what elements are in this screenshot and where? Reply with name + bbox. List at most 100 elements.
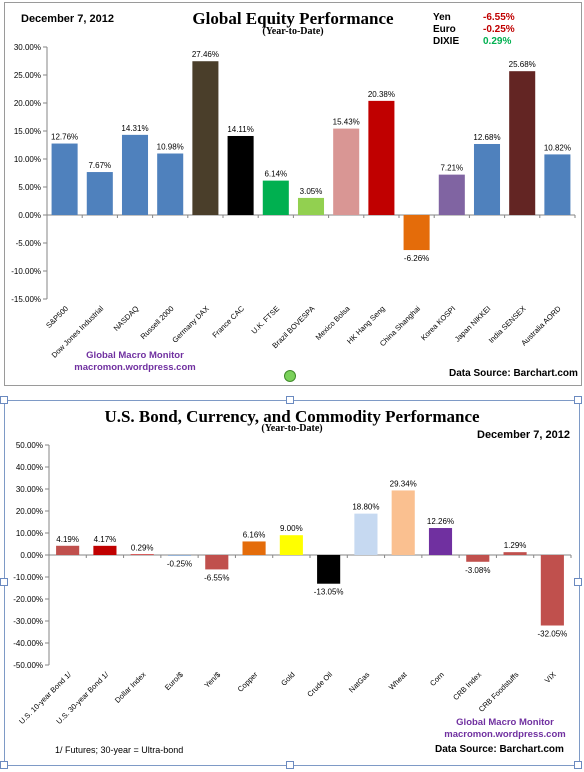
y-tick-label: 10.00% xyxy=(14,155,41,164)
data-label: 10.98% xyxy=(157,143,184,152)
category-label: VIX xyxy=(543,670,558,685)
data-label: 6.16% xyxy=(243,530,266,539)
resize-handle-bottom[interactable] xyxy=(286,761,294,769)
data-label: 20.38% xyxy=(368,90,395,99)
category-label: Korea KOSPI xyxy=(419,304,457,342)
category-label: Corn xyxy=(428,670,446,688)
bar xyxy=(368,100,395,215)
bar xyxy=(503,552,527,555)
rotate-handle[interactable] xyxy=(284,370,296,382)
data-label: 15.43% xyxy=(333,118,360,127)
bar xyxy=(262,180,289,215)
data-label: 29.34% xyxy=(390,479,417,488)
bar xyxy=(130,554,154,555)
chart2-date: December 7, 2012 xyxy=(477,429,570,441)
data-label: 3.05% xyxy=(300,187,323,196)
y-tick-label: -10.00% xyxy=(11,267,41,276)
category-label: Mexico Bolsa xyxy=(314,303,352,341)
y-tick-label: 20.00% xyxy=(16,507,43,516)
resize-handle-top[interactable] xyxy=(286,396,294,404)
chart2-title: U.S. Bond, Currency, and Commodity Perfo… xyxy=(104,407,480,426)
y-tick-label: 30.00% xyxy=(16,485,43,494)
global-equity-panel: Global Equity Performance (Year-to-Date)… xyxy=(4,2,582,386)
category-label: CRB Index xyxy=(451,670,483,702)
data-label: 12.68% xyxy=(473,133,500,142)
data-label: 7.21% xyxy=(440,164,463,173)
bar xyxy=(192,61,219,215)
data-label: 6.14% xyxy=(264,170,287,179)
category-label: S&P500 xyxy=(44,304,70,330)
chart1-date: December 7, 2012 xyxy=(21,13,114,25)
chart1-credit: Global Macro Monitor macromon.wordpress.… xyxy=(65,350,205,374)
chart1-source: Data Source: Barchart.com xyxy=(449,368,578,379)
resize-handle-bottom-left[interactable] xyxy=(0,761,8,769)
currency-value: -0.25% xyxy=(483,24,515,35)
currency-name: Euro xyxy=(433,24,456,35)
category-label: Euro/$ xyxy=(163,669,186,692)
data-label: 18.80% xyxy=(352,503,379,512)
chart1-title: Global Equity Performance xyxy=(192,9,394,28)
category-label: Wheat xyxy=(387,669,409,691)
bond-commodity-panel[interactable]: U.S. Bond, Currency, and Commodity Perfo… xyxy=(4,400,580,766)
data-label: 14.31% xyxy=(121,124,148,133)
y-tick-label: 50.00% xyxy=(16,441,43,450)
chart2-footnote: 1/ Futures; 30-year = Ultra-bond xyxy=(55,745,184,755)
bar xyxy=(56,545,80,555)
bar xyxy=(438,174,465,215)
y-tick-label: 40.00% xyxy=(16,463,43,472)
data-label: 14.11% xyxy=(227,125,254,134)
y-tick-label: -15.00% xyxy=(11,295,41,304)
category-label: CRB Foodstuffs xyxy=(477,670,521,714)
y-tick-label: 5.00% xyxy=(18,183,41,192)
credit-line-1: Global Macro Monitor xyxy=(456,717,554,728)
bond-commodity-bar-chart: 50.00% 40.00% 30.00% 20.00% 10.00% 0.00% -10.0… xyxy=(13,441,572,726)
data-label: 9.00% xyxy=(280,524,303,533)
bar xyxy=(242,541,266,555)
credit-line-2: macromon.wordpress.com xyxy=(444,729,566,740)
chart1-subtitle: (Year-to-Date) xyxy=(262,26,324,37)
currency-row-yen: Yen -6.55% xyxy=(433,12,515,23)
resize-handle-top-left[interactable] xyxy=(0,396,8,404)
chart2-source: Data Source: Barchart.com xyxy=(435,744,564,755)
bar xyxy=(51,143,78,215)
currency-value: 0.29% xyxy=(483,36,512,47)
bar xyxy=(86,172,113,215)
credit-line-2: macromon.wordpress.com xyxy=(74,362,196,373)
category-label: Gold xyxy=(279,670,297,688)
resize-handle-right[interactable] xyxy=(574,578,582,586)
currency-name: DIXIE xyxy=(433,36,460,47)
bar xyxy=(205,555,229,570)
bar xyxy=(93,545,117,555)
category-label: Crude Oil xyxy=(305,670,334,699)
bar xyxy=(121,134,149,215)
currency-row-euro: Euro -0.25% xyxy=(433,24,515,35)
data-label: 25.68% xyxy=(509,60,536,69)
resize-handle-top-right[interactable] xyxy=(574,396,582,404)
currency-name: Yen xyxy=(433,12,451,23)
currency-value: -6.55% xyxy=(483,12,515,23)
resize-handle-left[interactable] xyxy=(0,578,8,586)
bar xyxy=(279,535,303,555)
y-tick-label: 10.00% xyxy=(16,529,43,538)
category-label: Germany DAX xyxy=(170,304,211,345)
category-label: NASDAQ xyxy=(112,304,141,333)
category-label: France CAC xyxy=(210,304,246,340)
y-tick-label: 30.00% xyxy=(14,43,41,52)
y-tick-label: 0.00% xyxy=(18,211,41,220)
data-label: 12.26% xyxy=(427,517,454,526)
y-tick-label: 20.00% xyxy=(14,99,41,108)
credit-line-1: Global Macro Monitor xyxy=(86,350,184,361)
bar xyxy=(403,215,430,251)
resize-handle-bottom-right[interactable] xyxy=(574,761,582,769)
data-label: -32.05% xyxy=(537,630,567,639)
equity-bar-chart: 30.00% 25.00% 20.00% 15.00% 10.00% 5.00% 0.00%… xyxy=(11,43,576,360)
y-tick-label: -50.00% xyxy=(13,661,43,670)
y-tick-label: -10.00% xyxy=(13,573,43,582)
bar xyxy=(540,555,564,626)
category-label: Russell 2000 xyxy=(139,304,176,341)
chart2-credit: Global Macro Monitor macromon.wordpress.… xyxy=(437,717,573,741)
category-label: NatGas xyxy=(347,670,372,695)
chart2-subtitle: (Year-to-Date) xyxy=(261,423,323,434)
data-label: -6.26% xyxy=(404,254,429,263)
category-label: Dollar Index xyxy=(113,670,148,705)
